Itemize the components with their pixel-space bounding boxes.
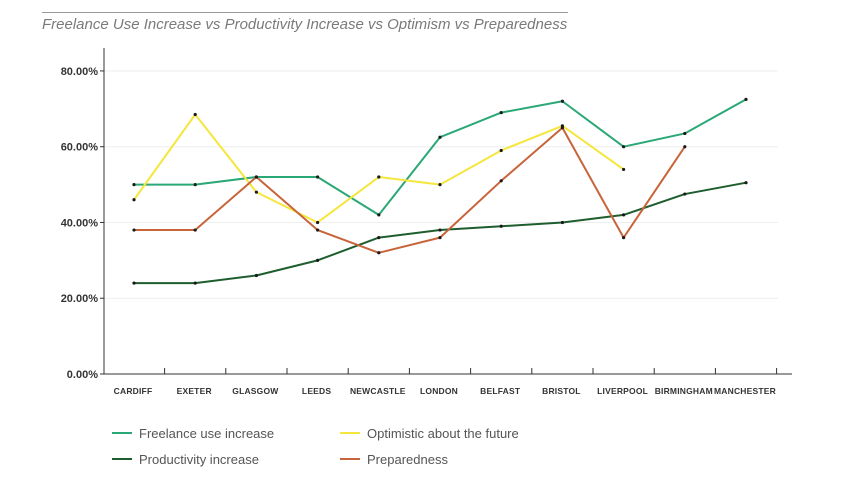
y-tick-label: 0.00%	[67, 369, 98, 381]
data-point	[744, 97, 748, 101]
series-line	[134, 98, 747, 216]
data-point	[438, 228, 442, 232]
legend-label: Productivity increase	[139, 452, 259, 467]
legend-label: Optimistic about the future	[367, 426, 519, 441]
data-point	[683, 145, 687, 149]
legend-label: Preparedness	[367, 452, 448, 467]
x-axis-ticks: CARDIFF EXETER GLASGOW LEEDS NEWCASTLE LONDON…	[114, 368, 778, 396]
data-point	[193, 182, 197, 187]
data-point	[560, 220, 565, 225]
data-point	[316, 175, 320, 179]
y-tick-label: 80.00%	[61, 66, 99, 78]
x-tick-label: LEEDS	[302, 386, 331, 396]
data-point	[438, 135, 442, 139]
data-point	[683, 131, 687, 136]
data-point	[377, 175, 381, 179]
data-point	[622, 236, 626, 240]
data-point	[622, 167, 626, 172]
y-axis-ticks: 0.00% 20.00% 40.00% 60.00% 80.00%	[61, 66, 104, 381]
axes	[103, 48, 792, 375]
data-point	[377, 251, 381, 255]
data-point	[193, 228, 197, 232]
data-point	[377, 213, 381, 217]
y-tick-label: 40.00%	[61, 217, 99, 229]
x-tick-label: CARDIFF	[114, 386, 153, 396]
legend-label: Freelance use increase	[139, 426, 274, 441]
series-line	[134, 126, 686, 254]
x-tick-label: LONDON	[420, 386, 458, 396]
data-point	[744, 181, 748, 185]
y-tick-label: 20.00%	[61, 293, 99, 305]
data-point	[499, 179, 503, 183]
gridlines	[104, 70, 778, 299]
data-point	[377, 236, 381, 240]
x-tick-label: BIRMINGHAM	[655, 386, 713, 396]
data-point	[499, 224, 503, 228]
data-point	[254, 273, 258, 278]
title-rule	[42, 12, 568, 13]
x-tick-label: LIVERPOOL	[597, 386, 648, 396]
data-point	[683, 192, 687, 196]
data-point	[438, 182, 442, 187]
x-tick-label: MANCHESTER	[714, 386, 776, 396]
chart-title: Freelance Use Increase vs Productivity I…	[42, 16, 568, 33]
data-point	[193, 112, 197, 117]
data-point	[254, 190, 258, 194]
series-line	[133, 113, 625, 224]
series-line	[134, 181, 747, 285]
data-point	[499, 111, 503, 115]
x-tick-label: EXETER	[177, 386, 212, 396]
x-tick-label: BRISTOL	[542, 386, 581, 396]
series-lines	[133, 98, 747, 285]
data-point	[316, 228, 320, 232]
series-points	[132, 97, 748, 285]
data-point	[132, 198, 136, 202]
x-tick-label: BELFAST	[480, 386, 521, 396]
data-point	[560, 126, 565, 130]
data-point	[560, 99, 565, 103]
data-point	[499, 148, 503, 153]
y-tick-label: 60.00%	[61, 142, 99, 154]
data-point	[316, 258, 320, 262]
data-point	[622, 145, 626, 149]
data-point	[132, 281, 136, 285]
legend: Freelance use increase Optimistic about t…	[112, 426, 519, 467]
data-point	[316, 220, 320, 225]
data-point	[132, 228, 136, 232]
data-point	[193, 281, 197, 285]
data-point	[132, 182, 136, 187]
data-point	[438, 236, 442, 240]
x-tick-label: NEWCASTLE	[350, 386, 406, 396]
data-point	[622, 213, 626, 217]
x-tick-label: GLASGOW	[232, 386, 279, 396]
data-point	[254, 175, 258, 179]
